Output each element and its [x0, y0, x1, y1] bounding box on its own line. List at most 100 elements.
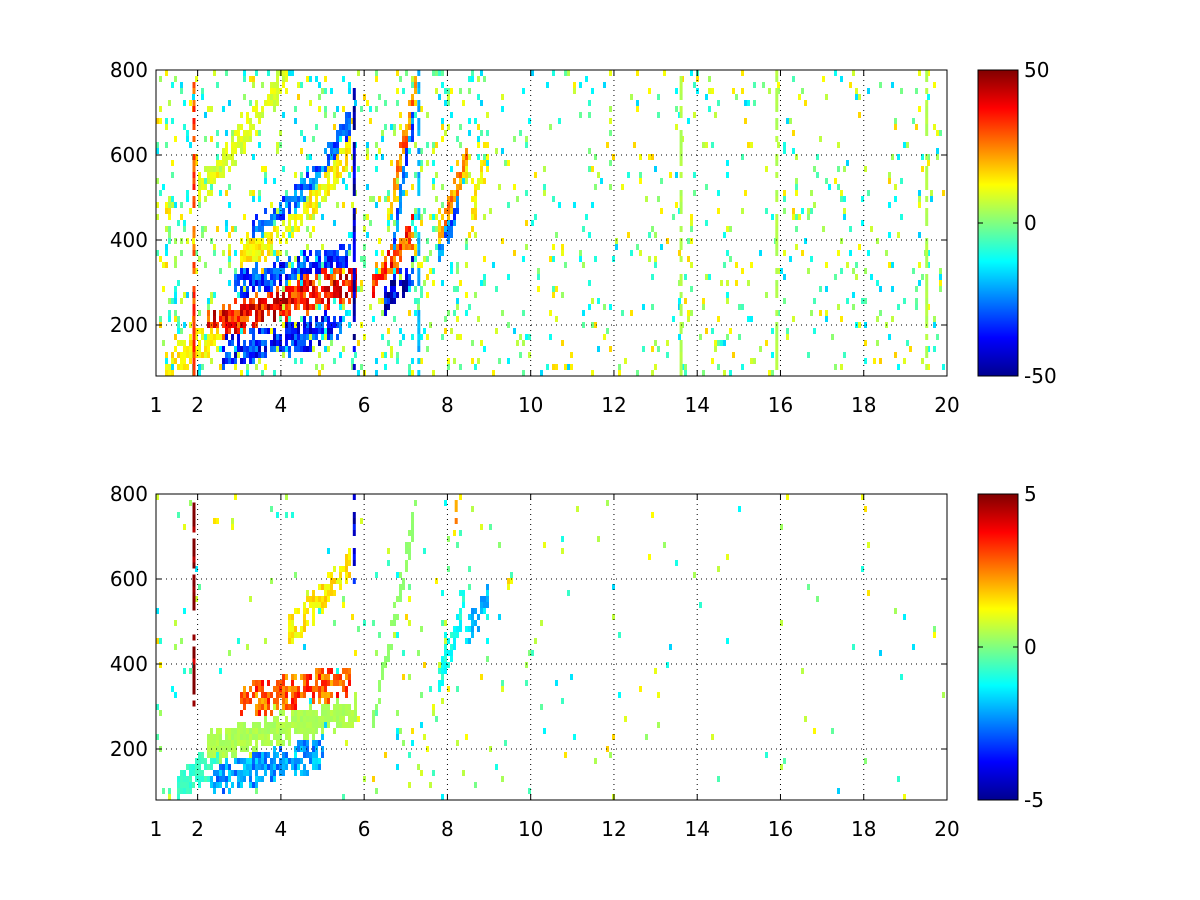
- top-heatmap-cell: [258, 244, 261, 250]
- top-heatmap-cell: [225, 154, 228, 160]
- top-heatmap-cell: [939, 286, 942, 292]
- top-heatmap-cell: [408, 100, 411, 106]
- top-heatmap-cell: [174, 262, 177, 268]
- top-heatmap-column-cell: [417, 70, 421, 76]
- top-heatmap-column-cell: [192, 226, 196, 232]
- top-heatmap-cell: [402, 136, 405, 142]
- top-heatmap-cell: [255, 352, 258, 358]
- top-heatmap-cell: [939, 130, 942, 136]
- top-heatmap-cell: [300, 214, 303, 220]
- top-heatmap-cell: [255, 274, 258, 280]
- top-heatmap-cell: [888, 334, 891, 340]
- top-heatmap-cell: [237, 328, 240, 334]
- top-heatmap-column-cell: [775, 160, 779, 166]
- top-heatmap-cell: [591, 166, 594, 172]
- top-heatmap-cell: [339, 328, 342, 334]
- top-heatmap-cell: [309, 250, 312, 256]
- top-heatmap-column-cell: [417, 184, 421, 190]
- bottom-heatmap-cell: [468, 626, 471, 632]
- top-heatmap-cell: [234, 358, 237, 364]
- top-y-tick-label: 800: [110, 58, 148, 82]
- top-heatmap-cell: [321, 262, 324, 268]
- bottom-heatmap-cell: [480, 602, 483, 608]
- top-heatmap-cell: [630, 250, 633, 256]
- top-heatmap-cell: [336, 202, 339, 208]
- top-heatmap-cell: [348, 88, 351, 94]
- bottom-heatmap-cell: [180, 782, 183, 788]
- bottom-heatmap-cell: [465, 626, 468, 632]
- top-heatmap-cell: [375, 142, 378, 148]
- top-heatmap-cell: [336, 292, 339, 298]
- top-heatmap-cell: [288, 346, 291, 352]
- top-heatmap-cell: [414, 76, 417, 82]
- bottom-heatmap-cell: [183, 776, 186, 782]
- bottom-heatmap-cell: [468, 614, 471, 620]
- top-heatmap-cell: [234, 322, 237, 328]
- top-heatmap-cell: [528, 334, 531, 340]
- top-heatmap-cell: [255, 100, 258, 106]
- bottom-heatmap-cell: [339, 722, 342, 728]
- top-heatmap-cell: [852, 304, 855, 310]
- bottom-heatmap-cell: [237, 776, 240, 782]
- top-heatmap-column-cell: [417, 214, 421, 220]
- top-heatmap-cell: [825, 316, 828, 322]
- bottom-heatmap-cell: [336, 698, 339, 704]
- top-heatmap-cell: [405, 70, 408, 76]
- bottom-heatmap-cell: [303, 716, 306, 722]
- bottom-heatmap-cell: [453, 638, 456, 644]
- bottom-heatmap-cell: [291, 698, 294, 704]
- bottom-heatmap-cell: [273, 728, 276, 734]
- top-heatmap-cell: [285, 88, 288, 94]
- top-heatmap-cell: [171, 202, 174, 208]
- top-heatmap-cell: [315, 268, 318, 274]
- bottom-heatmap-cell: [249, 698, 252, 704]
- top-heatmap-cell: [477, 184, 480, 190]
- top-heatmap-cell: [801, 88, 804, 94]
- top-heatmap-cell: [429, 214, 432, 220]
- top-heatmap-cell: [396, 352, 399, 358]
- top-heatmap-cell: [303, 286, 306, 292]
- top-heatmap-cell: [390, 292, 393, 298]
- top-heatmap-cell: [165, 202, 168, 208]
- top-heatmap-cell: [306, 208, 309, 214]
- top-heatmap-cell: [207, 190, 210, 196]
- top-heatmap-cell: [294, 298, 297, 304]
- bottom-heatmap-cell: [237, 638, 240, 644]
- bottom-heatmap-cell: [222, 746, 225, 752]
- top-heatmap-cell: [387, 196, 390, 202]
- top-heatmap-cell: [390, 268, 393, 274]
- top-heatmap-cell: [360, 286, 363, 292]
- bottom-heatmap-cell: [381, 674, 384, 680]
- top-heatmap-column-cell: [352, 286, 356, 292]
- top-heatmap-cell: [381, 130, 384, 136]
- bottom-heatmap-cell: [267, 680, 270, 686]
- top-heatmap-cell: [441, 334, 444, 340]
- top-heatmap-cell: [543, 184, 546, 190]
- top-heatmap-cell: [300, 148, 303, 154]
- top-heatmap-cell: [897, 304, 900, 310]
- top-heatmap-cell: [348, 268, 351, 274]
- bottom-heatmap-cell: [462, 770, 465, 776]
- top-heatmap-column-cell: [925, 106, 929, 112]
- bottom-heatmap-cell: [429, 782, 432, 788]
- bottom-heatmap-cell: [291, 764, 294, 770]
- bottom-heatmap-cell: [315, 728, 318, 734]
- top-heatmap-cell: [255, 244, 258, 250]
- top-heatmap-cell: [345, 118, 348, 124]
- bottom-heatmap-cell: [303, 608, 306, 614]
- top-heatmap-cell: [357, 340, 360, 346]
- bottom-heatmap-cell: [303, 752, 306, 758]
- top-heatmap-cell: [183, 292, 186, 298]
- top-heatmap-cell: [222, 322, 225, 328]
- top-heatmap-cell: [324, 304, 327, 310]
- top-heatmap-cell: [273, 370, 276, 376]
- top-heatmap-cell: [156, 148, 159, 154]
- top-heatmap-cell: [339, 316, 342, 322]
- bottom-heatmap-cell: [456, 740, 459, 746]
- bottom-heatmap-cell: [228, 734, 231, 740]
- bottom-heatmap-cell: [282, 680, 285, 686]
- top-heatmap-cell: [159, 76, 162, 82]
- top-heatmap-cell: [915, 286, 918, 292]
- top-heatmap-cell: [927, 250, 930, 256]
